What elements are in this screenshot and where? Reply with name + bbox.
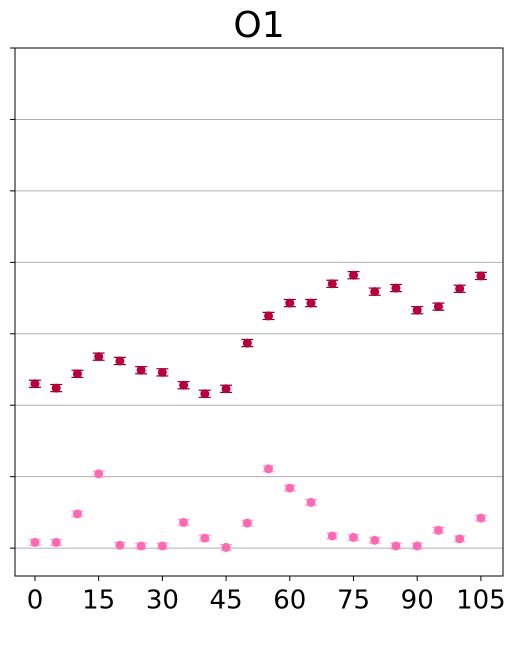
- point: [72, 369, 82, 379]
- point: [51, 537, 61, 547]
- point: [242, 518, 252, 528]
- x-tick-label: 0: [27, 586, 44, 616]
- point: [348, 532, 358, 542]
- point: [221, 384, 231, 394]
- point: [136, 365, 146, 375]
- point: [348, 270, 358, 280]
- point: [306, 497, 316, 507]
- point: [476, 513, 486, 523]
- point: [115, 540, 125, 550]
- point: [306, 298, 316, 308]
- point: [412, 305, 422, 315]
- point: [179, 380, 189, 390]
- point: [136, 541, 146, 551]
- point: [370, 535, 380, 545]
- x-tick-label: 15: [82, 586, 115, 616]
- point: [285, 483, 295, 493]
- point: [72, 509, 82, 519]
- plot-frame: [14, 47, 504, 577]
- point: [115, 356, 125, 366]
- point: [179, 517, 189, 527]
- x-tick-label: 90: [401, 586, 434, 616]
- point: [370, 287, 380, 297]
- point: [455, 284, 465, 294]
- point: [285, 298, 295, 308]
- point: [391, 541, 401, 551]
- point: [94, 469, 104, 479]
- point: [157, 367, 167, 377]
- point: [412, 541, 422, 551]
- point: [221, 542, 231, 552]
- x-tick-label: 105: [456, 586, 506, 616]
- point: [476, 271, 486, 281]
- point: [433, 302, 443, 312]
- point: [264, 311, 274, 321]
- point: [51, 383, 61, 393]
- x-tick-label: 30: [146, 586, 179, 616]
- point: [391, 283, 401, 293]
- point: [242, 338, 252, 348]
- point: [94, 352, 104, 362]
- point: [455, 534, 465, 544]
- x-tick-label: 60: [273, 586, 306, 616]
- point: [264, 464, 274, 474]
- point: [433, 525, 443, 535]
- point: [30, 537, 40, 547]
- point: [200, 533, 210, 543]
- chart-title: O1: [233, 5, 284, 46]
- x-tick-label: 75: [337, 586, 370, 616]
- x-tick-label: 45: [210, 586, 243, 616]
- point: [327, 279, 337, 289]
- point: [30, 379, 40, 389]
- point: [200, 389, 210, 399]
- point: [327, 531, 337, 541]
- point: [157, 541, 167, 551]
